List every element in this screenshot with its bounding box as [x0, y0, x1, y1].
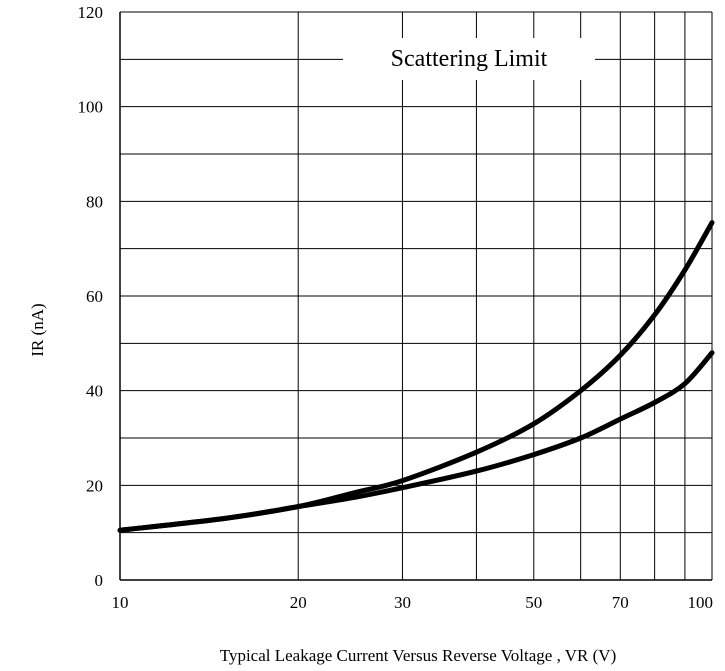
- y-axis-label: IR (nA): [28, 303, 47, 356]
- scattering-limit-annotation: Scattering Limit: [391, 46, 548, 72]
- y-tick-label: 0: [95, 571, 104, 590]
- y-tick-label: 120: [78, 3, 104, 22]
- x-tick-label: 20: [290, 593, 307, 612]
- x-tick-label: 50: [525, 593, 542, 612]
- y-tick-label: 80: [86, 192, 103, 211]
- y-tick-labels: 0 20 40 60 80 100 120: [78, 3, 104, 590]
- y-tick-label: 60: [86, 287, 103, 306]
- x-tick-label: 100: [688, 593, 714, 612]
- x-axis-label: Typical Leakage Current Versus Reverse V…: [220, 646, 616, 665]
- x-tick-label: 30: [394, 593, 411, 612]
- y-tick-label: 20: [86, 476, 103, 495]
- plot-frame: [119, 12, 712, 581]
- x-tick-label: 70: [612, 593, 629, 612]
- series-line-2: [117, 350, 715, 533]
- grid-lines: [119, 11, 713, 581]
- x-tick-labels: 10 20 30 50 70 100: [112, 593, 714, 612]
- y-tick-label: 40: [86, 382, 103, 401]
- annotation-box: [343, 38, 595, 80]
- x-tick-label: 10: [112, 593, 129, 612]
- y-tick-label: 100: [78, 98, 104, 117]
- series-lines: [117, 220, 715, 533]
